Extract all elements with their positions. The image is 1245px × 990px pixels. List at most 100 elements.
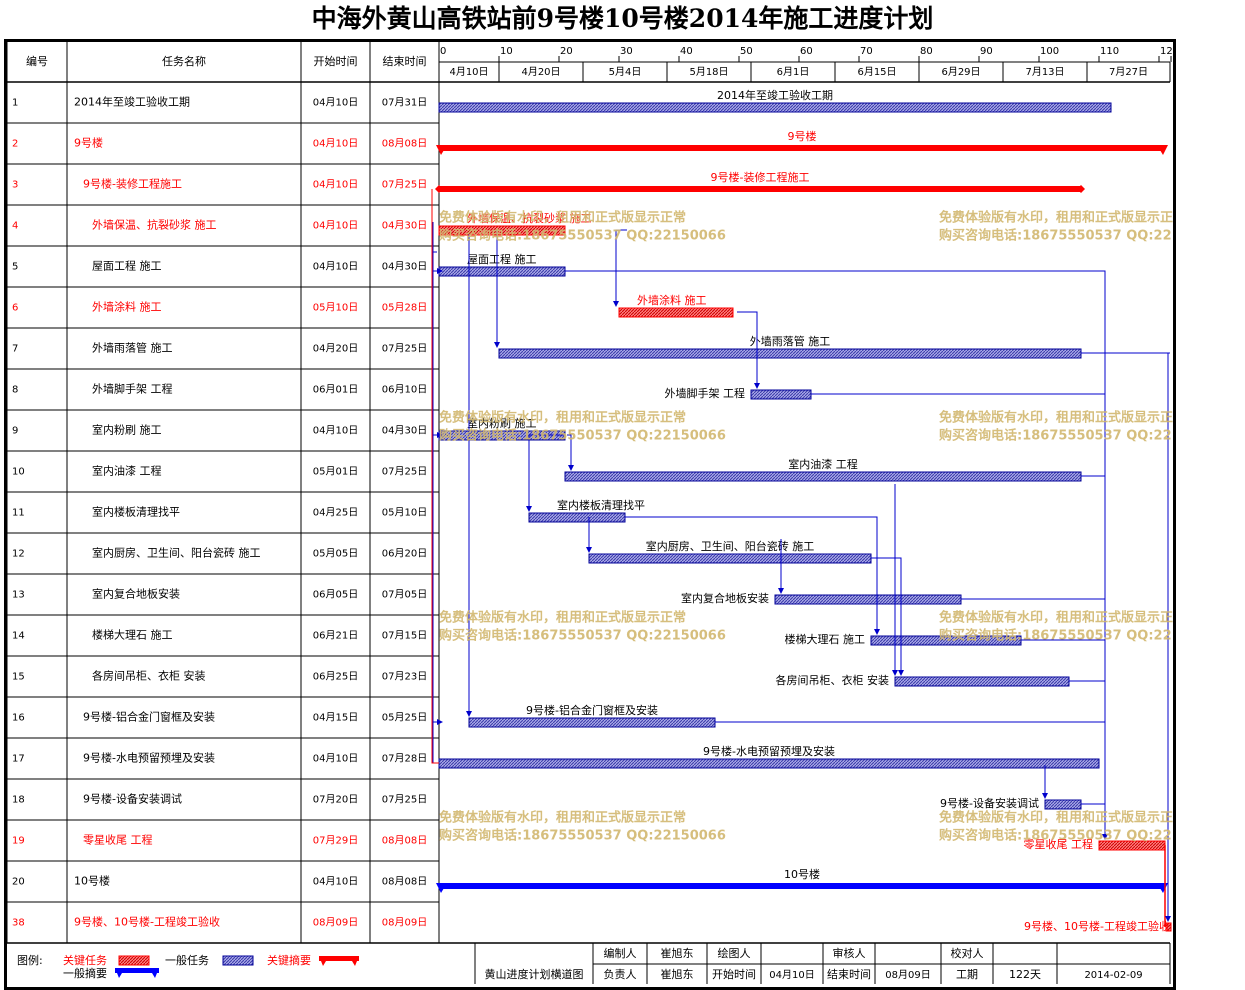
task-end: 07月28日: [382, 753, 427, 765]
watermark-line: 购买咨询电话:18675550537 QQ:22150066: [439, 228, 726, 244]
task-id: 1: [12, 98, 18, 109]
task-start: 04月15日: [313, 712, 358, 724]
week-label: 7月13日: [1025, 66, 1064, 78]
dependency-link: [625, 516, 880, 635]
task-end: 07月23日: [382, 671, 427, 683]
task-end: 04月30日: [382, 220, 427, 232]
legend-normal-task-swatch: [222, 955, 254, 966]
week-label: 6月29日: [941, 66, 980, 78]
task-name: 屋面工程 施工: [92, 260, 162, 273]
footer-end-value: 08月09日: [885, 969, 930, 981]
table-row: 7 外墙雨落管 施工 04月20日 07月25日: [12, 341, 427, 355]
gantt-bar: 9号楼-水电预留预埋及安装: [438, 744, 1100, 769]
table-row: 5 屋面工程 施工 04月10日 04月30日: [12, 260, 427, 273]
gantt-bar-label: 9号楼-设备安装调试: [940, 796, 1039, 810]
task-bar: [498, 348, 1082, 359]
task-end: 07月25日: [382, 343, 427, 355]
gantt-bar-label: 零星收尾 工程: [1024, 837, 1094, 851]
legend-normal-summary-swatch: [115, 968, 159, 973]
summary-bar: [439, 145, 1165, 151]
day-tick-label: 122: [1172, 46, 1173, 57]
watermark-line: 购买咨询电话:18675550537 QQ:22150066: [939, 628, 1173, 644]
gantt-bar-label: 室内楼板清理找平: [557, 498, 645, 512]
gantt-bar: 外墙脚手架 工程: [665, 386, 812, 400]
day-tick-label: 50: [740, 46, 753, 57]
footer-compiler-label: 编制人: [604, 946, 637, 960]
task-id: 14: [12, 631, 25, 642]
week-label: 6月15日: [857, 66, 896, 78]
footer-date: 2014-02-09: [1084, 970, 1142, 981]
task-end: 08月09日: [382, 917, 427, 929]
footer-compiler: 崔旭东: [661, 946, 694, 960]
task-bar: [438, 266, 566, 277]
table-row: 19 零星收尾 工程 07月29日 08月08日: [12, 833, 427, 847]
task-name: 室内楼板清理找平: [92, 505, 180, 519]
dependency-link: [526, 434, 565, 512]
day-tick-label: 80: [920, 46, 933, 57]
footer-end-label: 结束时间: [827, 968, 871, 981]
task-end: 08月08日: [382, 876, 427, 888]
gantt-bar: 9号楼、10号楼-工程竣工验收: [1024, 919, 1172, 933]
task-end: 07月05日: [382, 589, 427, 601]
table-row: 14 楼梯大理石 施工 06月21日 07月15日: [12, 628, 427, 642]
task-end: 04月30日: [382, 425, 427, 437]
task-id: 3: [12, 180, 18, 191]
gantt-bar-label: 各房间吊柜、衣柜 安装: [776, 673, 890, 687]
header-end: 结束时间: [383, 55, 427, 68]
task-end: 05月28日: [382, 302, 427, 314]
gantt-bar: 零星收尾 工程: [1024, 837, 1166, 851]
task-id: 4: [12, 221, 18, 232]
task-name: 室内油漆 工程: [92, 464, 162, 478]
task-bar: [468, 717, 716, 728]
week-label: 4月20日: [521, 66, 560, 78]
task-start: 04月10日: [313, 425, 358, 437]
task-end: 06月20日: [382, 548, 427, 560]
dependency-links: [431, 189, 1171, 927]
gantt-bar-label: 屋面工程 施工: [467, 253, 537, 266]
task-start: 06月01日: [313, 384, 358, 396]
task-name: 9号楼-设备安装调试: [83, 792, 182, 806]
table-row: 3 9号楼-装修工程施工 04月10日 07月25日: [12, 177, 427, 191]
task-name: 室内厨房、卫生间、阳台瓷砖 施工: [92, 546, 261, 560]
watermark-line: 购买咨询电话:18675550537 QQ:22150066: [939, 428, 1173, 444]
watermark-line: 购买咨询电话:18675550537 QQ:22150066: [939, 228, 1173, 244]
week-label: 7月27日: [1109, 66, 1148, 78]
table-row: 4 外墙保温、抗裂砂浆 施工 04月10日 04月30日: [12, 218, 427, 232]
summary-bar: [439, 186, 1081, 192]
task-end: 08月08日: [382, 138, 427, 150]
task-start: 04月20日: [313, 343, 358, 355]
task-bar: [588, 553, 872, 564]
gantt-bar: 室内楼板清理找平: [528, 498, 645, 523]
footer-start-label: 开始时间: [712, 967, 756, 981]
task-end: 07月25日: [382, 179, 427, 191]
task-bar: [1044, 799, 1082, 810]
table-row: 8 外墙脚手架 工程 06月01日 06月10日: [12, 382, 427, 396]
table-row: 15 各房间吊柜、衣柜 安装 06月25日 07月23日: [12, 669, 427, 683]
task-start: 06月21日: [313, 630, 358, 642]
task-name: 室内复合地板安装: [92, 587, 180, 601]
task-start: 04月10日: [313, 97, 358, 109]
task-bar: [528, 512, 626, 523]
task-start: 04月10日: [313, 138, 358, 150]
dependency-link: [737, 311, 760, 389]
dependency-link: [432, 251, 439, 764]
watermark-line: 购买咨询电话:18675550537 QQ:22150066: [439, 828, 726, 844]
gantt-bar-label: 9号楼-装修工程施工: [711, 170, 810, 184]
table-row: 16 9号楼-铝合金门窗框及安装 04月15日 05月25日: [12, 710, 427, 724]
gantt-bar: 各房间吊柜、衣柜 安装: [776, 673, 1070, 687]
watermark-line: 免费体验版有水印，租用和正式版显示正常: [439, 810, 686, 826]
task-name: 外墙保温、抗裂砂浆 施工: [92, 218, 217, 232]
gantt-bar: 屋面工程 施工: [438, 253, 566, 277]
footer-duration-value: 122天: [1009, 968, 1041, 981]
task-id: 2: [12, 139, 18, 150]
task-start: 06月25日: [313, 671, 358, 683]
day-tick-label: 70: [860, 46, 873, 57]
gantt-bar: 室内复合地板安装: [681, 591, 962, 605]
table-row: 12 室内厨房、卫生间、阳台瓷砖 施工 05月05日 06月20日: [12, 546, 427, 560]
gantt-bar-label: 室内油漆 工程: [788, 457, 858, 471]
gantt-bar-label: 楼梯大理石 施工: [785, 632, 866, 646]
